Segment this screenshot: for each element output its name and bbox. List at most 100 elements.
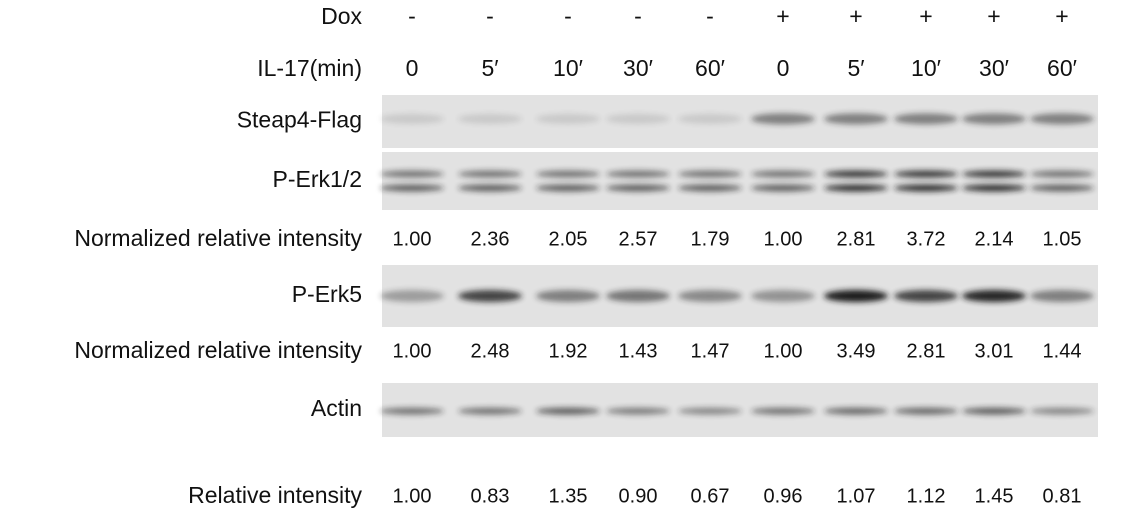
column-header: 5′ — [481, 55, 498, 81]
band — [962, 113, 1026, 124]
intensity-value: 1.05 — [1043, 228, 1082, 250]
intensity-value: 0.67 — [691, 485, 730, 507]
intensity-value: 3.01 — [975, 340, 1014, 362]
intensity-value: 1.00 — [393, 485, 432, 507]
intensity-value: 1.92 — [549, 340, 588, 362]
band — [1030, 408, 1094, 415]
column-header: 30′ — [623, 55, 653, 81]
blot-label: P-Erk5 — [292, 281, 362, 307]
band — [678, 184, 742, 191]
column-header: + — [987, 3, 1000, 29]
intensity-value: 0.90 — [619, 485, 658, 507]
column-header: 5′ — [847, 55, 864, 81]
band — [1030, 290, 1094, 302]
blot-label: Steap4-Flag — [237, 107, 362, 133]
band — [380, 184, 444, 191]
column-header: - — [486, 3, 494, 29]
intensity-value: 1.07 — [837, 485, 876, 507]
band — [824, 184, 888, 191]
band — [536, 171, 600, 178]
blot-panel — [380, 152, 1098, 210]
intensity-value: 2.81 — [837, 228, 876, 250]
band — [606, 184, 670, 191]
band — [536, 408, 600, 415]
intensity-value: 1.35 — [549, 485, 588, 507]
band — [894, 408, 958, 415]
band — [536, 184, 600, 191]
intensity-value: 3.49 — [837, 340, 876, 362]
row-label: Normalized relative intensity — [74, 337, 362, 363]
blot-background — [382, 152, 1098, 210]
band — [962, 184, 1026, 191]
band — [458, 171, 522, 178]
column-header: + — [776, 3, 789, 29]
intensity-value: 2.48 — [471, 340, 510, 362]
blot-label: Actin — [311, 395, 362, 421]
band — [751, 184, 815, 191]
column-header: 0 — [777, 55, 790, 81]
band — [1030, 184, 1094, 191]
band — [606, 290, 670, 302]
band — [1030, 113, 1094, 124]
row-label: IL-17(min) — [257, 55, 362, 81]
column-header: - — [634, 3, 642, 29]
intensity-value: 3.72 — [907, 228, 946, 250]
band — [894, 113, 958, 124]
row-label: Normalized relative intensity — [74, 225, 362, 251]
band — [536, 290, 600, 302]
band — [380, 114, 444, 124]
column-header: + — [919, 3, 932, 29]
western-blot-figure: Dox - - - - - + + + + + IL-17(min) 0 5′ 10′ 30′ 60′ 0 5′ 10… — [0, 0, 1126, 519]
intensity-value: 2.36 — [471, 228, 510, 250]
intensity-value: 1.00 — [764, 340, 803, 362]
band — [1030, 171, 1094, 178]
band — [962, 408, 1026, 415]
band — [894, 184, 958, 191]
intensity-value: 1.79 — [691, 228, 730, 250]
band — [824, 290, 888, 302]
column-header: - — [408, 3, 416, 29]
band — [678, 171, 742, 178]
band — [380, 290, 444, 302]
blot-panel — [380, 383, 1098, 437]
band — [606, 171, 670, 178]
column-header: + — [1055, 3, 1068, 29]
band — [962, 171, 1026, 178]
column-header: 60′ — [1047, 55, 1077, 81]
band — [751, 408, 815, 415]
band — [894, 171, 958, 178]
band — [824, 408, 888, 415]
intensity-value: 2.14 — [975, 228, 1014, 250]
intensity-value: 0.83 — [471, 485, 510, 507]
column-header: 10′ — [553, 55, 583, 81]
column-header: - — [706, 3, 714, 29]
column-header: 60′ — [695, 55, 725, 81]
column-header: + — [849, 3, 862, 29]
column-header: 0 — [406, 55, 419, 81]
intensity-value: 1.00 — [393, 228, 432, 250]
intensity-value: 1.47 — [691, 340, 730, 362]
band — [824, 171, 888, 178]
intensity-value: 2.57 — [619, 228, 658, 250]
band — [380, 408, 444, 415]
intensity-value: 1.45 — [975, 485, 1014, 507]
intensity-value: 0.96 — [764, 485, 803, 507]
band — [606, 408, 670, 415]
band — [458, 114, 522, 124]
intensity-value: 1.43 — [619, 340, 658, 362]
band — [751, 290, 815, 302]
column-header: - — [564, 3, 572, 29]
intensity-value: 2.81 — [907, 340, 946, 362]
band — [751, 171, 815, 178]
band — [751, 113, 815, 124]
intensity-value: 1.00 — [393, 340, 432, 362]
column-header: 10′ — [911, 55, 941, 81]
intensity-value: 2.05 — [549, 228, 588, 250]
band — [678, 114, 742, 124]
band — [458, 184, 522, 191]
row-label: Dox — [321, 3, 362, 29]
band — [536, 114, 600, 124]
band — [824, 113, 888, 124]
band — [458, 290, 522, 302]
blot-panel — [380, 95, 1098, 148]
